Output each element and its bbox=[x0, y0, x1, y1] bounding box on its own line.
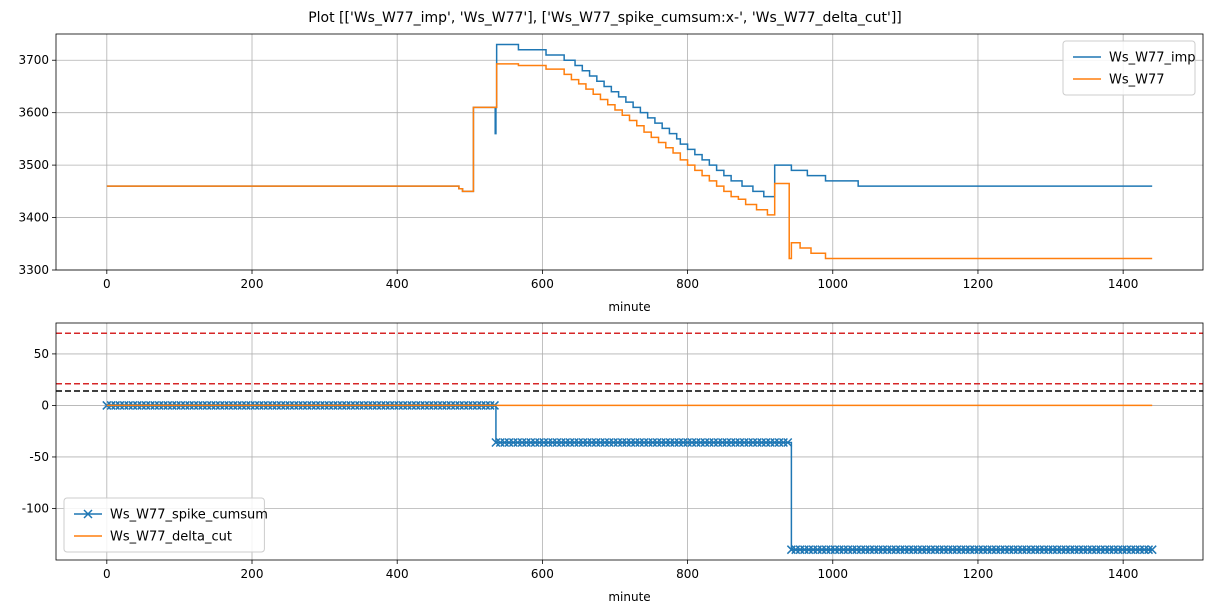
top-xtick-label: 0 bbox=[103, 277, 111, 291]
top-ytick-label: 3700 bbox=[18, 53, 49, 67]
top-ytick-label: 3300 bbox=[18, 263, 49, 277]
bottom-legend-marker-0 bbox=[83, 509, 93, 519]
bottom-legend: Ws_W77_spike_cumsum Ws_W77_delta_cut bbox=[63, 497, 268, 553]
top-xtick-label: 1000 bbox=[817, 277, 848, 291]
bottom-xtick-label: 800 bbox=[676, 567, 699, 581]
top-series-0-line bbox=[106, 43, 1153, 198]
bottom-axes-frame bbox=[55, 322, 1204, 561]
top-ytick-label: 3600 bbox=[18, 106, 49, 120]
bottom-legend-box bbox=[63, 497, 265, 553]
bottom-series-0-marker bbox=[1144, 545, 1154, 555]
top-chart-panel: 0 200 400 600 800 1000 1200 1400 3300 3400 3500 360… bbox=[18, 33, 1204, 314]
bottom-xtick-label: 1000 bbox=[817, 567, 848, 581]
top-axes-frame bbox=[55, 33, 1204, 271]
bottom-legend-label-1: Ws_W77_delta_cut bbox=[110, 530, 232, 545]
bottom-xtick-label: 400 bbox=[386, 567, 409, 581]
top-xaxis-label: minute bbox=[608, 300, 650, 314]
bottom-series-0-marker bbox=[1147, 545, 1157, 555]
bottom-xtick-label: 600 bbox=[531, 567, 554, 581]
top-series-1-line bbox=[106, 63, 1153, 260]
top-legend-label-0: Ws_W77_imp bbox=[1109, 51, 1196, 66]
bottom-ytick-label: 50 bbox=[34, 347, 49, 361]
bottom-xtick-label: 0 bbox=[103, 567, 111, 581]
top-xtick-label: 1200 bbox=[963, 277, 994, 291]
bottom-xaxis-label: minute bbox=[608, 590, 650, 604]
bottom-ytick-label: 0 bbox=[41, 398, 49, 412]
top-ytick-label: 3500 bbox=[18, 158, 49, 172]
top-legend: Ws_W77_imp Ws_W77 bbox=[1062, 40, 1196, 96]
top-xtick-label: 800 bbox=[676, 277, 699, 291]
bottom-plot-area bbox=[56, 332, 1203, 555]
top-xtick-label: 400 bbox=[386, 277, 409, 291]
bottom-ytick-label: -50 bbox=[29, 450, 49, 464]
top-plot-area bbox=[106, 43, 1153, 260]
bottom-xtick-label: 1200 bbox=[963, 567, 994, 581]
top-xtick-label: 1400 bbox=[1108, 277, 1139, 291]
top-legend-label-1: Ws_W77 bbox=[1109, 73, 1165, 88]
bottom-ytick-label: -100 bbox=[22, 501, 49, 515]
bottom-series-0-marker bbox=[783, 437, 793, 448]
bottom-chart-panel: 0 200 400 600 800 1000 1200 1400 -100 -50 0 50 minut… bbox=[22, 322, 1204, 604]
top-legend-box bbox=[1062, 40, 1196, 96]
top-ytick-label: 3400 bbox=[18, 211, 49, 225]
figure-title: Plot [['Ws_W77_imp', 'Ws_W77'], ['Ws_W77… bbox=[308, 10, 902, 26]
top-xtick-label: 600 bbox=[531, 277, 554, 291]
top-xtick-label: 200 bbox=[241, 277, 264, 291]
bottom-legend-label-0: Ws_W77_spike_cumsum bbox=[110, 508, 268, 523]
bottom-xtick-label: 1400 bbox=[1108, 567, 1139, 581]
bottom-xtick-label: 200 bbox=[241, 567, 264, 581]
